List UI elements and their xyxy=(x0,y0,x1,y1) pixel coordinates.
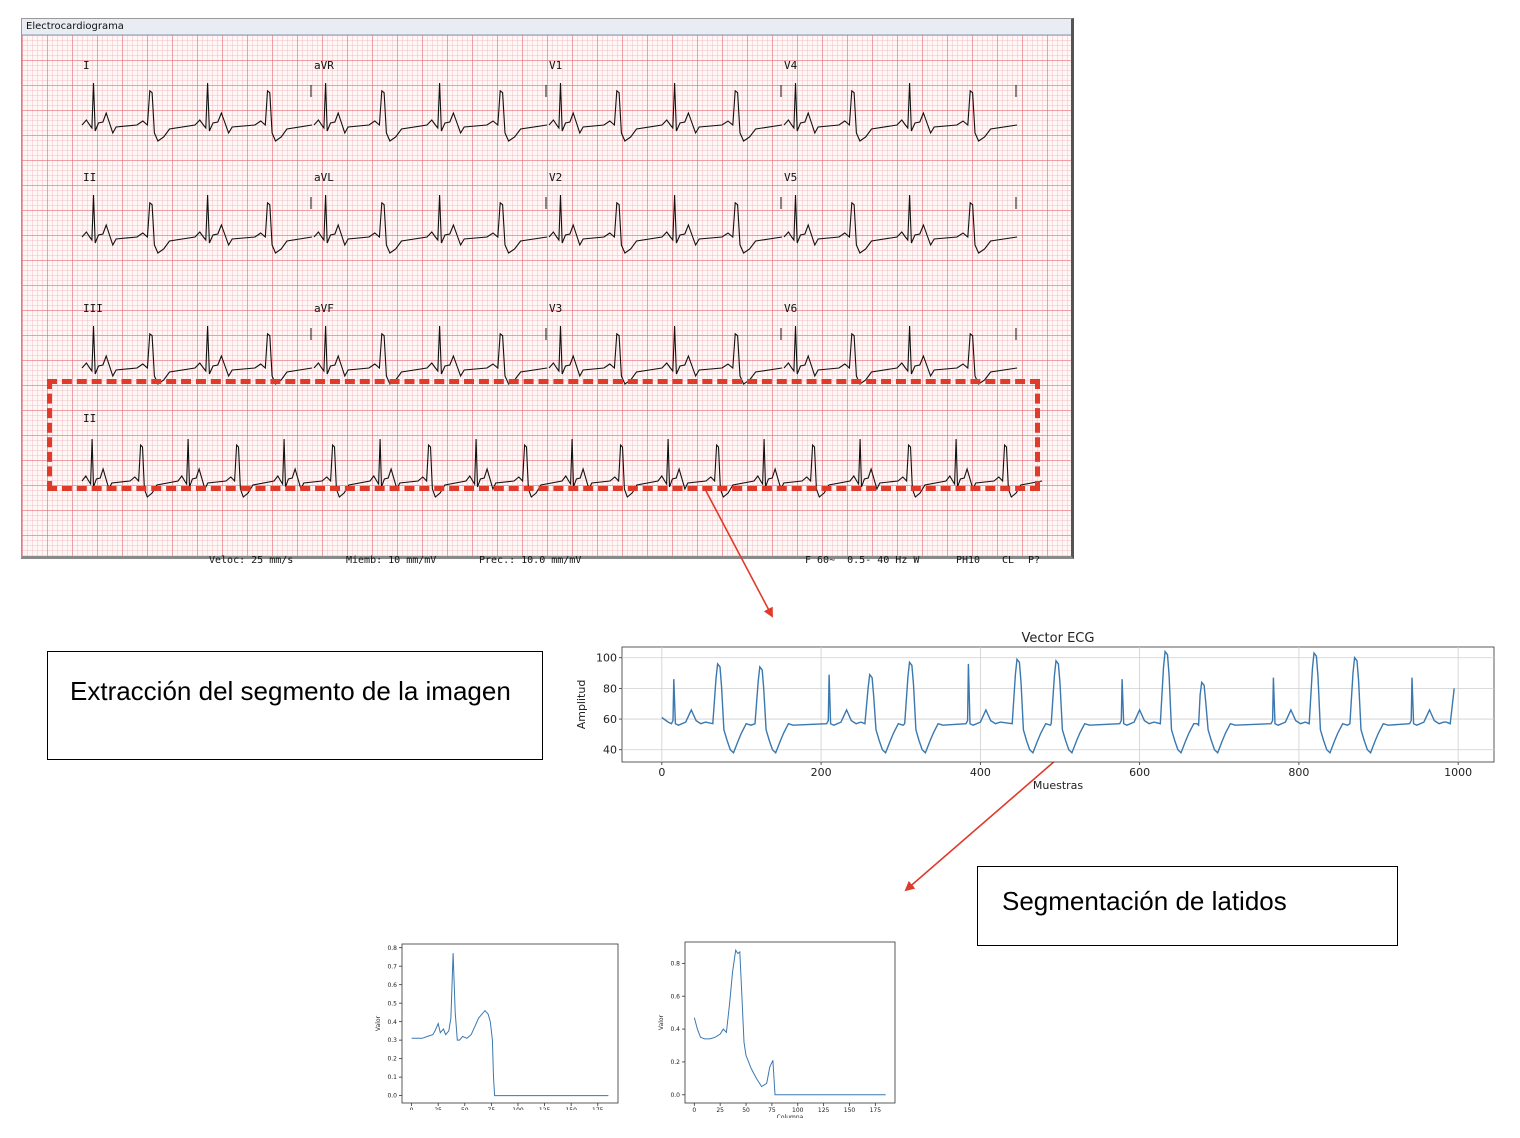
footer-speed: Veloc: 25 mm/s xyxy=(209,555,294,566)
y-tick-label: 0.1 xyxy=(387,1074,397,1081)
x-tick-label: 75 xyxy=(488,1107,496,1110)
y-tick-label: 0.8 xyxy=(387,945,397,952)
lead-label-i: I xyxy=(83,59,90,72)
ecg-lead-trace-10 xyxy=(548,325,783,385)
lead-label-v5: V5 xyxy=(784,171,798,184)
vector-ecg-chart: 0 200 400 600 800 1000 40 60 80 100 Vector ECG Mues… xyxy=(575,631,1495,792)
ecg-lead-trace-2 xyxy=(548,82,783,142)
x-tick-label: 0 xyxy=(692,1107,696,1114)
chart-title: Vector ECG xyxy=(1022,631,1095,646)
x-tick-label: 150 xyxy=(844,1107,856,1114)
ecg-rhythm-trace xyxy=(81,438,1043,498)
y-tick-label: 0.0 xyxy=(670,1092,680,1099)
y-tick-label: 100 xyxy=(596,652,617,665)
x-tick-label: 75 xyxy=(768,1107,776,1114)
x-tick-label: 175 xyxy=(870,1107,882,1114)
x-tick-label: 0 xyxy=(410,1107,414,1110)
ecg-window: Electrocardiograma I aVR V1 V4 II aVL V2… xyxy=(21,18,1074,566)
footer-ph: PH10 xyxy=(956,555,981,566)
y-tick-label: 0.7 xyxy=(387,963,397,970)
x-tick-label: 125 xyxy=(539,1107,551,1110)
lead-label-avl: aVL xyxy=(314,171,334,184)
x-tick-label: 50 xyxy=(461,1107,469,1110)
x-tick-label: 150 xyxy=(565,1107,577,1110)
lead-label-iii: III xyxy=(83,302,103,315)
y-tick-label: 40 xyxy=(603,744,617,757)
series-line xyxy=(661,649,1455,755)
caption-segmentation: Segmentación de latidos xyxy=(977,866,1398,946)
y-tick-label: 0.6 xyxy=(387,982,397,989)
footer-limb-gain: Miemb: 10 mm/mV xyxy=(346,555,437,566)
y-axis-label: Valor xyxy=(658,1014,665,1030)
plot-frame xyxy=(401,943,619,1104)
x-tick-label: 400 xyxy=(970,766,991,779)
ecg-traces xyxy=(81,82,1043,498)
footer-p: P? xyxy=(1028,555,1041,566)
x-tick-label: 0 xyxy=(658,766,665,779)
x-tick-label: 600 xyxy=(1129,766,1150,779)
lead-label-v2: V2 xyxy=(549,171,563,184)
lead-label-rhythm-ii: II xyxy=(83,412,97,425)
y-tick-label: 0.2 xyxy=(387,1056,397,1063)
x-tick-label: 100 xyxy=(792,1107,804,1114)
selected-segment-highlight xyxy=(47,379,1040,491)
x-tick-label: 1000 xyxy=(1444,766,1472,779)
y-axis-label: Amplitud xyxy=(575,680,588,730)
x-tick-label: 175 xyxy=(592,1107,604,1110)
plot-frame xyxy=(684,941,896,1104)
lead-label-v1: V1 xyxy=(549,59,563,72)
series-line xyxy=(693,948,886,1096)
ecg-lead-trace-0 xyxy=(81,82,313,142)
footer-filter: F 60~ 0.5- 40 Hz W xyxy=(805,555,920,566)
x-tick-label: 25 xyxy=(434,1107,442,1110)
x-axis-label: Muestras xyxy=(1033,779,1084,792)
beat-segment-chart-1: 0 25 50 75 100 125 150 175 0.0 0.1 0.2 0.3 0.4 0.5 0.6… xyxy=(375,943,619,1110)
ecg-lead-trace-4 xyxy=(81,194,313,254)
ecg-lead-trace-9 xyxy=(313,325,548,385)
ecg-lead-trace-7 xyxy=(783,194,1018,254)
caption-extraction: Extracción del segmento de la imagen xyxy=(47,651,543,760)
ecg-lead-trace-3 xyxy=(783,82,1018,142)
footer-precordial-gain: Prec.: 10.0 mm/mV xyxy=(479,555,582,566)
y-tick-label: 60 xyxy=(603,713,617,726)
x-tick-label: 200 xyxy=(811,766,832,779)
y-tick-label: 0.2 xyxy=(670,1059,680,1066)
x-tick-label: 125 xyxy=(818,1107,830,1114)
ecg-lead-trace-6 xyxy=(548,194,783,254)
ecg-lead-trace-5 xyxy=(313,194,548,254)
y-tick-label: 0.3 xyxy=(387,1037,397,1044)
x-tick-label: 50 xyxy=(742,1107,750,1114)
footer-cl: CL xyxy=(1002,555,1015,566)
ecg-lead-trace-11 xyxy=(783,325,1018,385)
ecg-grid-paper: I aVR V1 V4 II aVL V2 V5 III aVF V3 V6 I… xyxy=(22,35,1071,566)
lead-label-avf: aVF xyxy=(314,302,334,315)
y-tick-label: 0.8 xyxy=(670,960,680,967)
ecg-lead-trace-8 xyxy=(81,325,313,385)
y-tick-label: 80 xyxy=(603,682,617,695)
y-axis-label: Valor xyxy=(375,1015,382,1031)
y-tick-label: 0.6 xyxy=(670,993,680,1000)
ecg-lead-trace-1 xyxy=(313,82,548,142)
x-axis-label: Columna xyxy=(777,1114,804,1118)
lead-label-v6: V6 xyxy=(784,302,798,315)
y-tick-label: 0.4 xyxy=(387,1019,397,1026)
lead-label-avr: aVR xyxy=(314,59,334,72)
ecg-window-title: Electrocardiograma xyxy=(22,19,1071,35)
x-tick-label: 100 xyxy=(512,1107,524,1110)
y-tick-label: 0.4 xyxy=(670,1026,680,1033)
lead-label-v4: V4 xyxy=(784,59,798,72)
lead-label-v3: V3 xyxy=(549,302,563,315)
series-line xyxy=(411,953,609,1097)
y-tick-label: 0.5 xyxy=(387,1000,397,1007)
x-tick-label: 25 xyxy=(716,1107,724,1114)
beat-segment-chart-2: 0 25 50 75 100 125 150 175 0.0 0.2 0.4 0.6 0.8 Column… xyxy=(658,941,896,1118)
lead-label-ii: II xyxy=(83,171,97,184)
y-tick-label: 0.0 xyxy=(387,1093,397,1100)
x-tick-label: 800 xyxy=(1288,766,1309,779)
